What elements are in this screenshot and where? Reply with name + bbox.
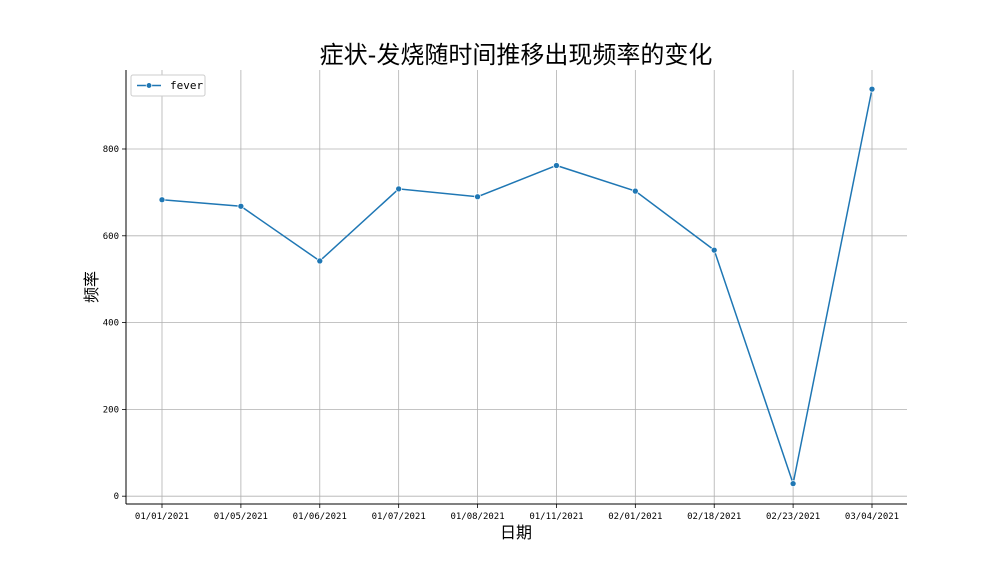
x-tick-label: 01/08/2021 <box>450 512 504 522</box>
data-point <box>474 193 481 201</box>
x-tick-label: 01/01/2021 <box>135 512 189 522</box>
legend: fever <box>130 74 206 97</box>
legend-frame <box>130 74 206 97</box>
series-line-fever <box>161 88 873 487</box>
x-axis-label: 日期 <box>500 523 532 542</box>
y-tick-label: 200 <box>103 405 119 415</box>
x-tick-label: 02/01/2021 <box>608 512 662 522</box>
data-point <box>631 187 639 195</box>
data-point <box>316 257 324 265</box>
x-tick-label: 01/05/2021 <box>214 512 268 522</box>
series-fever <box>158 85 876 487</box>
ticks: 01/01/2021 01/05/2021 01/06/2021 01/07/2021… <box>103 145 899 522</box>
legend-point-marker <box>145 82 153 89</box>
data-point <box>868 85 876 93</box>
data-point <box>789 480 797 487</box>
chart-title: 症状-发烧随时间推移出现频率的变化 <box>320 41 713 69</box>
data-point <box>710 246 718 254</box>
grid <box>126 70 907 504</box>
x-tick-label: 02/18/2021 <box>687 512 741 522</box>
x-tick-label: 01/07/2021 <box>372 512 426 522</box>
legend-entry-fever: fever <box>170 79 203 92</box>
data-point <box>237 202 245 210</box>
y-axis-label: 频率 <box>82 271 101 303</box>
data-point <box>158 196 166 204</box>
y-tick-label: 400 <box>103 319 119 329</box>
x-tick-label: 03/04/2021 <box>845 512 899 522</box>
data-point <box>395 185 403 193</box>
x-tick-label: 01/06/2021 <box>293 512 347 522</box>
y-tick-label: 0 <box>114 492 119 502</box>
data-point <box>553 162 560 169</box>
y-tick-label: 800 <box>103 145 119 155</box>
x-tick-label: 02/23/2021 <box>766 512 820 522</box>
y-tick-label: 600 <box>103 232 119 242</box>
x-tick-label: 01/11/2021 <box>529 512 583 522</box>
